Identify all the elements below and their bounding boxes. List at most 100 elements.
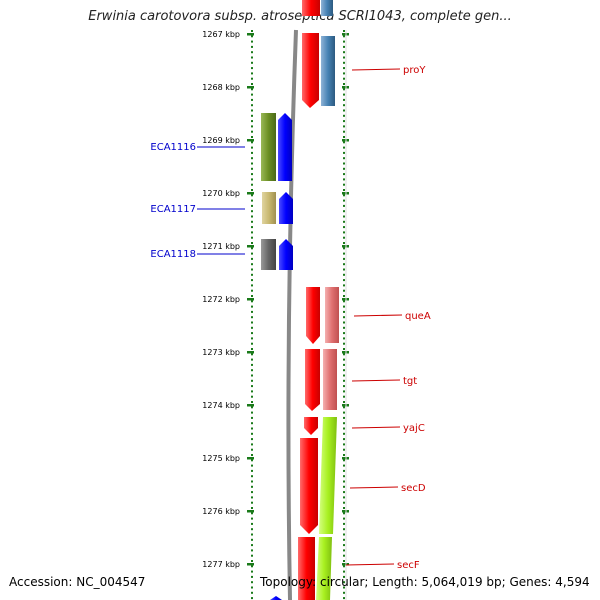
gene-tgt-arrow[interactable]: [305, 349, 320, 411]
gene-ECA1117-arrow[interactable]: [279, 192, 293, 224]
gene-label-queA[interactable]: queA: [405, 311, 431, 322]
ruler-dot: [251, 443, 253, 446]
ruler-dot: [251, 554, 253, 557]
gene-secF-arrow[interactable]: [298, 537, 315, 600]
ruler-dot: [251, 273, 253, 276]
ruler-dot: [251, 167, 253, 170]
ruler-major-tick: [247, 245, 254, 248]
gene-leader-line: [351, 379, 401, 382]
gene-label-tgt[interactable]: tgt: [403, 376, 417, 387]
ruler-dot: [343, 379, 345, 382]
ruler-dot: [343, 501, 345, 504]
ruler-dot: [251, 173, 253, 176]
gene-yajC-arrow[interactable]: [304, 417, 318, 435]
ruler-dot: [251, 363, 253, 366]
ruler-dot: [251, 93, 253, 96]
ruler-dot: [251, 199, 253, 202]
ruler-dot: [343, 151, 345, 154]
ruler-tick-label: 1269 kbp: [202, 136, 240, 145]
ruler-dot: [251, 305, 253, 308]
ruler-dot: [251, 485, 253, 488]
gene-proY-arrow[interactable]: [302, 33, 319, 108]
ruler-dot: [251, 459, 253, 462]
ruler-dot: [343, 390, 345, 393]
ruler-tick-label: 1275 kbp: [202, 454, 240, 463]
ruler-dot: [251, 45, 253, 48]
ruler-dot: [343, 337, 345, 340]
ruler-tick-label: 1271 kbp: [202, 242, 240, 251]
gene-label-proY[interactable]: proY: [403, 65, 426, 76]
ruler-dot: [251, 597, 253, 600]
ruler-dot: [343, 30, 345, 32]
ruler-dot: [343, 448, 345, 451]
ruler-dot: [343, 204, 345, 207]
ruler-dot: [251, 411, 253, 414]
ruler-dot: [251, 40, 253, 43]
map-title: Erwinia carotovora subsp. atroseptica SC…: [88, 9, 512, 24]
ruler-dot: [343, 581, 345, 584]
ruler-dot: [251, 342, 253, 345]
cog-bar-ECA1116: [261, 113, 276, 181]
genome-backbone: [286, 29, 298, 600]
ruler-dot: [343, 300, 345, 303]
ruler-dot: [251, 491, 253, 494]
forward-cog-bars: [316, 0, 339, 600]
gene-ECA1116-arrow[interactable]: [278, 113, 292, 181]
ruler-dot: [251, 284, 253, 287]
ruler-dot: [343, 427, 345, 430]
ruler-dot: [343, 242, 345, 244]
ruler-dot: [343, 295, 345, 297]
ruler-major-tick: [247, 139, 254, 142]
ruler-dot: [251, 522, 253, 525]
gene-label-ECA1116[interactable]: ECA1116: [150, 142, 196, 153]
gene-labels: proY queA tgt yajC secD secF ECA1116 ECA1117 ECA…: [150, 65, 430, 571]
gene-leader-line: [351, 68, 401, 71]
ruler-dot: [343, 512, 345, 515]
gene-bottom-partial[interactable]: [270, 596, 282, 600]
gene-leader-line: [351, 426, 401, 429]
ruler-dot: [343, 162, 345, 165]
ruler-major-tick: [247, 351, 254, 354]
reverse-strand: [261, 113, 293, 600]
ruler-dot: [251, 416, 253, 419]
ruler-dot: [343, 178, 345, 181]
gene-label-ECA1117[interactable]: ECA1117: [150, 204, 196, 215]
ruler-dot: [251, 358, 253, 361]
ruler-dot: [343, 459, 345, 462]
gene-label-yajC[interactable]: yajC: [403, 423, 425, 434]
ruler-dot: [251, 61, 253, 64]
ruler-dot: [343, 528, 345, 531]
ruler-major-tick: [247, 404, 254, 407]
ruler-dot: [251, 220, 253, 223]
ruler-dot: [343, 194, 345, 197]
gene-secD-arrow[interactable]: [300, 438, 318, 534]
ruler-dot: [343, 279, 345, 282]
gene-top-partial[interactable]: [302, 0, 320, 16]
ruler-dot: [343, 565, 345, 568]
ruler-dot: [251, 56, 253, 59]
ruler-dot: [251, 109, 253, 112]
gene-ECA1118-arrow[interactable]: [279, 239, 293, 270]
gene-label-ECA1118[interactable]: ECA1118: [150, 249, 196, 260]
ruler-dot: [251, 438, 253, 441]
ruler-dot: [343, 167, 345, 170]
ruler-dot: [343, 358, 345, 361]
ruler-dot: [251, 401, 253, 403]
gene-queA-arrow[interactable]: [306, 287, 320, 344]
ruler-dot: [343, 491, 345, 494]
gene-label-secD[interactable]: secD: [401, 483, 426, 494]
gene-label-secF[interactable]: secF: [397, 560, 420, 571]
ruler-dot: [343, 257, 345, 260]
ruler-major-tick: [247, 457, 254, 460]
ruler-major-tick: [247, 192, 254, 195]
ruler-dot: [251, 427, 253, 430]
ruler-dot: [251, 369, 253, 372]
ruler-dot: [251, 114, 253, 117]
ruler-dot: [251, 146, 253, 149]
ruler-tick-label: 1272 kbp: [202, 295, 240, 304]
ruler-dot: [343, 348, 345, 350]
ruler-dot: [251, 88, 253, 91]
ruler-dot: [251, 247, 253, 250]
ruler-dot: [343, 35, 345, 38]
ruler-dot: [251, 533, 253, 536]
